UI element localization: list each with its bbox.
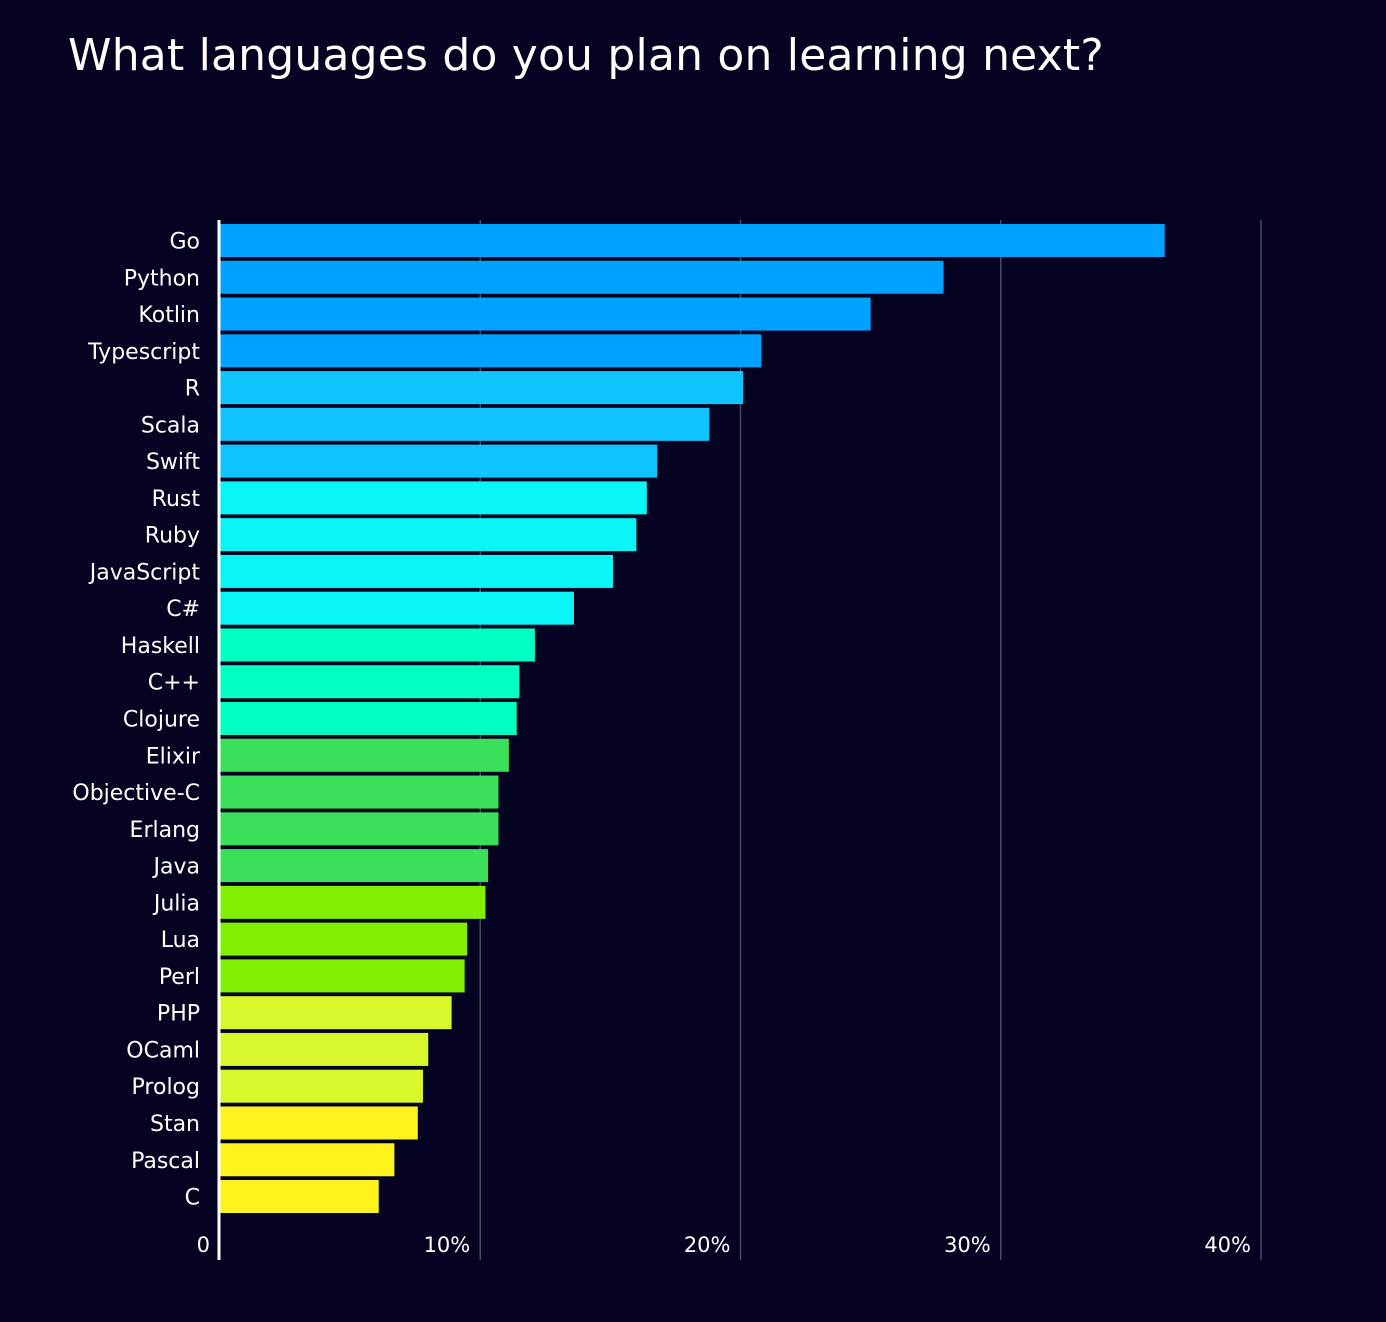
category-label: Java: [152, 855, 200, 880]
bar-kotlin: [220, 297, 871, 331]
bar-typescript: [220, 334, 762, 368]
category-label: Elixir: [146, 744, 201, 769]
category-label: Lua: [161, 928, 200, 953]
bar-c: [220, 1180, 379, 1214]
bar-go: [220, 224, 1165, 257]
category-label: C++: [148, 671, 200, 696]
bar-perl: [220, 959, 465, 993]
bar-java: [220, 849, 489, 883]
category-label: Objective-C: [72, 781, 200, 806]
bar-lua: [220, 922, 468, 956]
bar-ruby: [220, 518, 637, 552]
x-tick-label: 40%: [1204, 1233, 1251, 1257]
category-label: Clojure: [123, 708, 200, 733]
bar-javascript: [220, 554, 613, 588]
category-label: R: [185, 377, 200, 402]
category-label: Go: [169, 230, 200, 255]
bar-julia: [220, 885, 486, 919]
bar-cplusplus: [220, 665, 520, 699]
bar-objective-c: [220, 775, 499, 809]
category-label: Scala: [141, 413, 200, 438]
x-tick-label: 10%: [424, 1233, 471, 1257]
bar-php: [220, 996, 452, 1030]
category-label: Python: [124, 266, 200, 291]
bar-python: [220, 260, 944, 294]
x-tick-label: 30%: [944, 1233, 991, 1257]
category-label: PHP: [157, 1002, 200, 1027]
category-label: Typescript: [87, 340, 200, 365]
bar-stan: [220, 1106, 418, 1140]
bar-erlang: [220, 812, 499, 846]
category-label: JavaScript: [88, 560, 201, 585]
category-labels: Go Python Kotlin Typescript R Scala Swift Rust R…: [72, 230, 201, 1211]
x-tick-label: 0: [197, 1233, 210, 1257]
bar-prolog: [220, 1069, 423, 1103]
category-label: Rust: [152, 487, 201, 512]
bar-r: [220, 371, 744, 405]
bar-swift: [220, 444, 658, 478]
category-label: C: [185, 1186, 200, 1211]
category-label: Perl: [159, 965, 200, 990]
category-label: Prolog: [132, 1075, 200, 1100]
bars: [220, 224, 1165, 1214]
category-label: Erlang: [130, 818, 200, 843]
bar-elixir: [220, 738, 509, 772]
category-label: C#: [166, 597, 200, 622]
chart-title: What languages do you plan on learning n…: [68, 30, 1104, 81]
bar-scala: [220, 407, 710, 441]
category-label: Haskell: [121, 634, 200, 659]
category-label: Pascal: [131, 1149, 200, 1174]
bar-rust: [220, 481, 647, 515]
bar-clojure: [220, 702, 517, 736]
category-label: Ruby: [145, 524, 200, 549]
bar-csharp: [220, 591, 574, 625]
category-label: Swift: [146, 450, 200, 475]
bar-pascal: [220, 1143, 395, 1177]
category-label: Julia: [152, 891, 200, 916]
category-label: Kotlin: [138, 303, 200, 328]
x-tick-label: 20%: [684, 1233, 731, 1257]
category-label: OCaml: [126, 1038, 200, 1063]
x-tick-labels: 0 10% 20% 30% 40%: [197, 1233, 1251, 1257]
bar-haskell: [220, 628, 535, 662]
category-label: Stan: [150, 1112, 200, 1137]
bar-ocaml: [220, 1032, 429, 1066]
